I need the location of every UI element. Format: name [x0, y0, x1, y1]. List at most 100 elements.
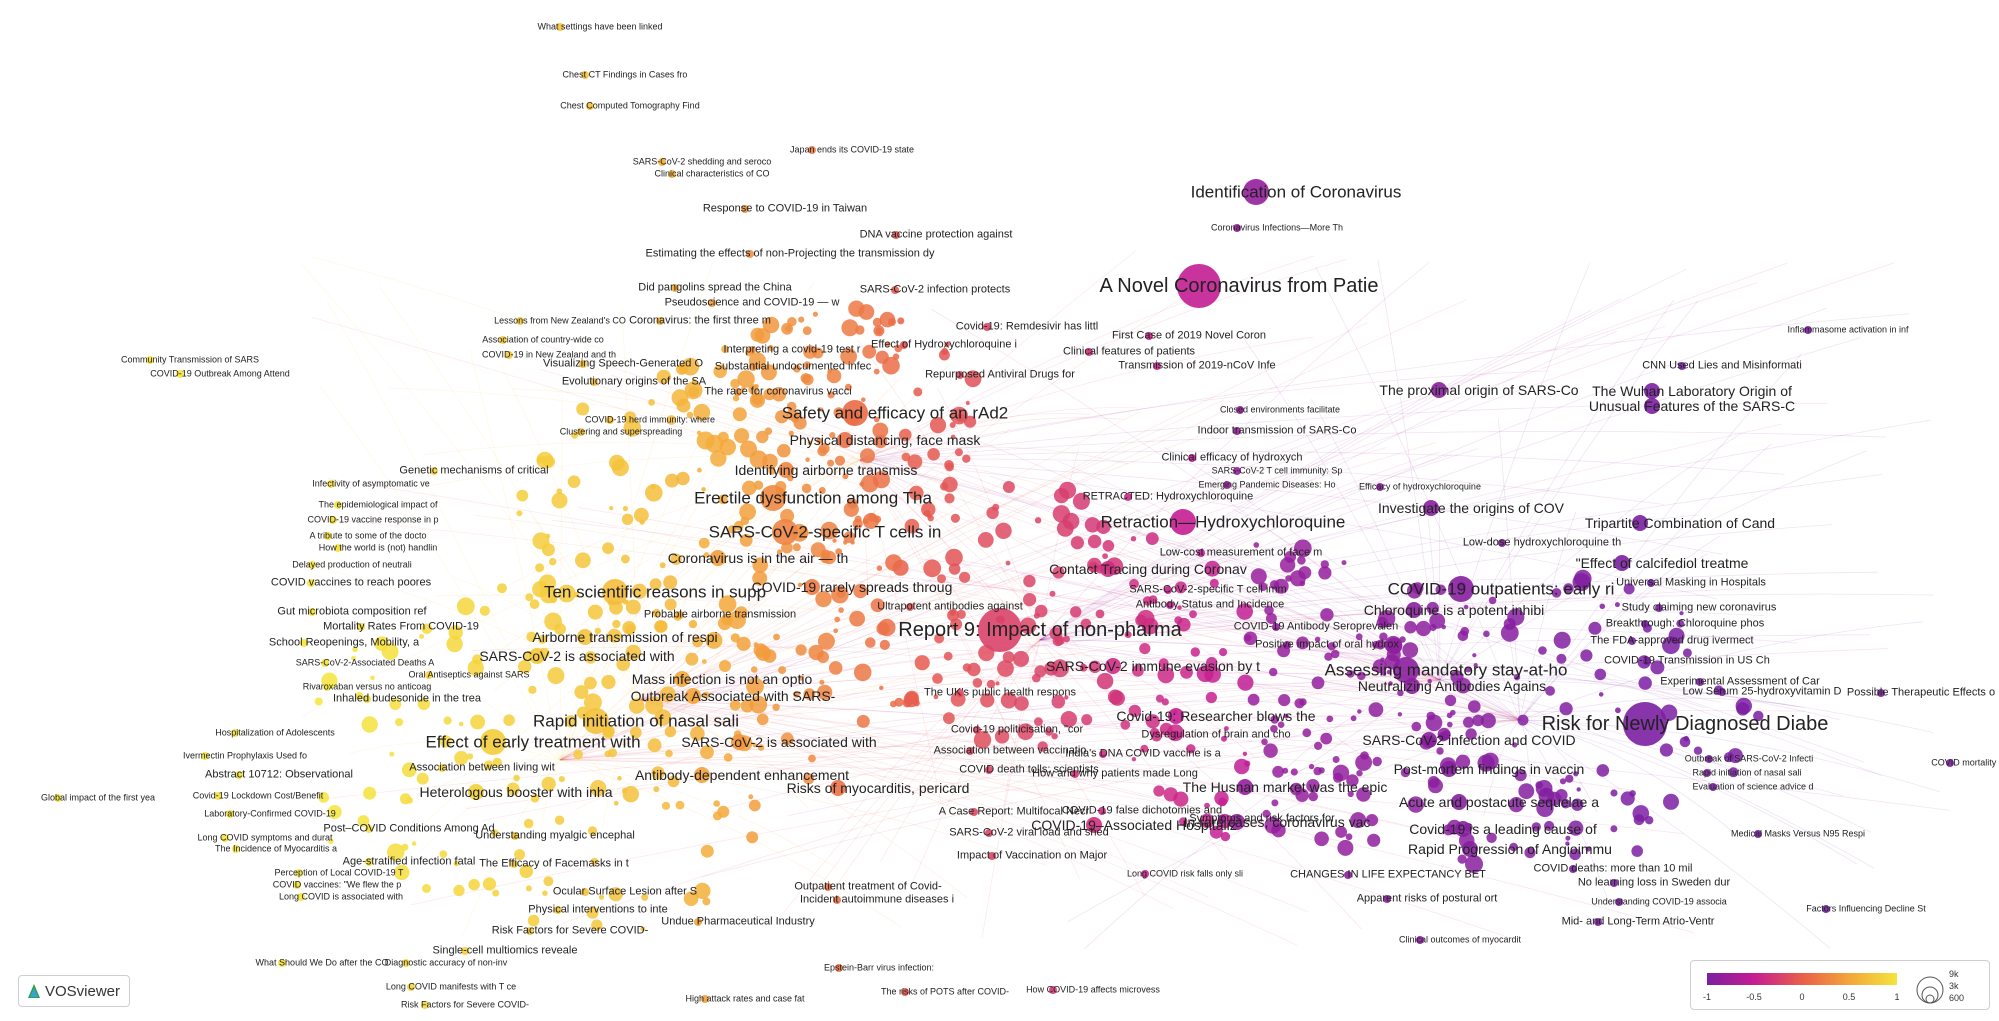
publication-node[interactable]	[686, 411, 694, 419]
publication-node-labelled[interactable]	[694, 767, 710, 783]
publication-node[interactable]	[820, 521, 838, 540]
publication-node[interactable]	[608, 887, 623, 902]
publication-node[interactable]	[1386, 647, 1401, 662]
publication-node[interactable]	[775, 410, 789, 424]
publication-node[interactable]	[876, 565, 883, 571]
publication-node[interactable]	[1486, 832, 1497, 843]
publication-node[interactable]	[528, 685, 537, 694]
publication-node-labelled[interactable]	[837, 432, 853, 448]
publication-node[interactable]	[1477, 754, 1495, 772]
publication-node[interactable]	[1237, 674, 1254, 691]
publication-node-labelled[interactable]	[1197, 549, 1205, 557]
publication-node[interactable]	[1034, 717, 1043, 726]
publication-node-labelled[interactable]	[1804, 326, 1812, 334]
publication-node[interactable]	[1326, 715, 1334, 723]
publication-node[interactable]	[664, 725, 677, 738]
publication-node[interactable]	[732, 395, 740, 402]
publication-node-labelled[interactable]	[1455, 821, 1471, 837]
publication-node-labelled[interactable]	[1168, 708, 1184, 724]
publication-node[interactable]	[1174, 616, 1183, 625]
publication-node[interactable]	[634, 507, 649, 523]
publication-node[interactable]	[586, 906, 599, 919]
publication-node[interactable]	[665, 749, 673, 758]
publication-node[interactable]	[1346, 774, 1359, 787]
publication-node[interactable]	[576, 402, 590, 416]
publication-node[interactable]	[1415, 620, 1432, 637]
publication-node[interactable]	[1096, 672, 1114, 690]
publication-node[interactable]	[1659, 743, 1673, 757]
publication-node-labelled[interactable]	[1376, 483, 1384, 491]
publication-node[interactable]	[1102, 540, 1115, 552]
publication-node-labelled[interactable]	[581, 888, 589, 896]
publication-node-labelled[interactable]	[1822, 905, 1830, 913]
publication-node[interactable]	[1563, 583, 1574, 594]
publication-node[interactable]	[676, 471, 690, 486]
publication-node[interactable]	[1242, 751, 1248, 756]
publication-node[interactable]	[506, 782, 520, 796]
publication-node[interactable]	[742, 480, 757, 496]
publication-node-labelled[interactable]	[1703, 769, 1711, 777]
publication-node-labelled[interactable]	[1086, 817, 1102, 833]
publication-node[interactable]	[656, 369, 671, 385]
publication-node[interactable]	[1023, 574, 1036, 588]
publication-node[interactable]	[760, 364, 777, 381]
publication-node[interactable]	[728, 611, 746, 629]
publication-node[interactable]	[737, 370, 755, 388]
publication-node[interactable]	[1500, 623, 1519, 642]
publication-node[interactable]	[1088, 660, 1102, 674]
publication-node[interactable]	[1435, 584, 1447, 596]
publication-node-labelled[interactable]	[1594, 918, 1602, 926]
publication-node[interactable]	[1219, 648, 1228, 657]
publication-node[interactable]	[808, 754, 816, 763]
publication-node[interactable]	[833, 628, 839, 634]
publication-node-labelled[interactable]	[1632, 515, 1648, 531]
publication-node[interactable]	[841, 319, 859, 337]
publication-node-labelled[interactable]	[1177, 264, 1221, 308]
publication-node[interactable]	[690, 726, 705, 741]
publication-node[interactable]	[965, 401, 970, 405]
publication-node[interactable]	[890, 700, 897, 708]
publication-node[interactable]	[1139, 643, 1151, 655]
publication-node[interactable]	[840, 348, 857, 365]
publication-node[interactable]	[1544, 820, 1555, 832]
publication-node[interactable]	[542, 455, 556, 468]
publication-node[interactable]	[786, 401, 797, 412]
publication-node[interactable]	[819, 679, 825, 685]
publication-node[interactable]	[676, 398, 691, 413]
publication-node[interactable]	[1379, 632, 1388, 641]
publication-node[interactable]	[712, 811, 722, 821]
publication-node[interactable]	[748, 794, 754, 800]
publication-node[interactable]	[1273, 578, 1289, 594]
publication-node[interactable]	[1081, 714, 1093, 726]
publication-node[interactable]	[1594, 668, 1607, 681]
publication-node[interactable]	[584, 651, 597, 664]
publication-node[interactable]	[1290, 768, 1298, 776]
publication-node[interactable]	[1017, 723, 1034, 740]
publication-node[interactable]	[719, 438, 736, 456]
publication-node[interactable]	[1299, 698, 1307, 706]
publication-node[interactable]	[713, 364, 727, 379]
publication-node[interactable]	[945, 548, 963, 567]
publication-node[interactable]	[1269, 667, 1278, 677]
publication-node[interactable]	[1585, 846, 1591, 852]
publication-node[interactable]	[1360, 751, 1369, 760]
publication-node-labelled[interactable]	[321, 659, 329, 667]
publication-node[interactable]	[1056, 520, 1074, 537]
publication-node[interactable]	[752, 557, 768, 573]
publication-node-labelled[interactable]	[900, 341, 908, 349]
publication-node[interactable]	[664, 598, 677, 611]
publication-node-labelled[interactable]	[425, 671, 433, 679]
publication-node[interactable]	[879, 685, 884, 690]
publication-node[interactable]	[1053, 488, 1070, 504]
publication-node[interactable]	[516, 489, 529, 502]
publication-node-labelled[interactable]	[1283, 641, 1291, 649]
publication-node[interactable]	[718, 595, 737, 613]
publication-node[interactable]	[950, 406, 968, 425]
publication-node-labelled[interactable]	[1099, 750, 1107, 758]
publication-node[interactable]	[817, 651, 829, 663]
publication-node[interactable]	[1483, 630, 1490, 638]
publication-node-labelled[interactable]	[278, 959, 286, 967]
publication-node[interactable]	[1220, 831, 1231, 842]
publication-node[interactable]	[798, 527, 808, 537]
publication-node[interactable]	[609, 454, 625, 471]
